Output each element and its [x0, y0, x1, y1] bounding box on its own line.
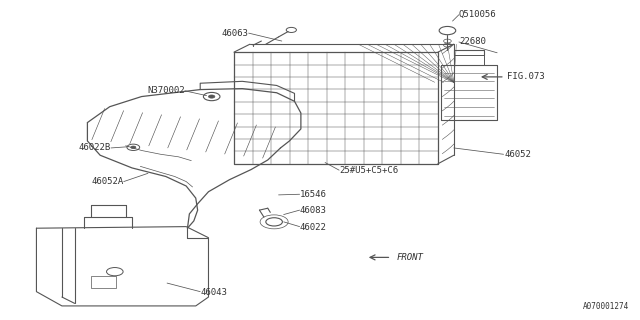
Text: 16546: 16546 — [300, 190, 326, 199]
Text: 46052: 46052 — [505, 150, 532, 159]
Text: FIG.073: FIG.073 — [507, 72, 545, 81]
Text: 25#U5+C5+C6: 25#U5+C5+C6 — [339, 166, 398, 175]
Text: 46083: 46083 — [300, 206, 326, 215]
Text: 46063: 46063 — [221, 28, 248, 38]
Text: 22680: 22680 — [459, 37, 486, 46]
Text: 46052A: 46052A — [92, 177, 124, 186]
Text: 46043: 46043 — [200, 288, 227, 297]
Text: N370002: N370002 — [147, 86, 185, 95]
Bar — [91, 276, 116, 288]
Text: A070001274: A070001274 — [583, 302, 629, 311]
Text: Q510056: Q510056 — [459, 10, 497, 19]
Text: 46022B: 46022B — [79, 143, 111, 152]
Circle shape — [131, 146, 136, 148]
Circle shape — [209, 95, 215, 98]
Text: FRONT: FRONT — [396, 253, 423, 262]
Text: 46022: 46022 — [300, 223, 326, 232]
